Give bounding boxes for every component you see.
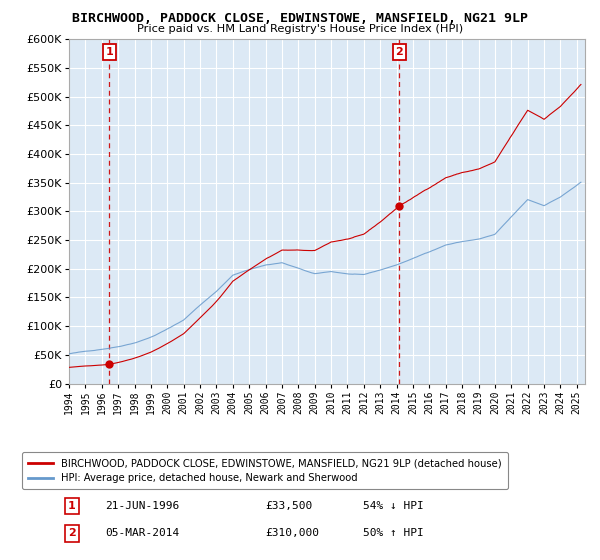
Text: 2: 2 <box>395 47 403 57</box>
Text: 50% ↑ HPI: 50% ↑ HPI <box>363 529 424 538</box>
Text: 1: 1 <box>68 501 76 511</box>
Text: 2: 2 <box>68 529 76 538</box>
Text: 05-MAR-2014: 05-MAR-2014 <box>105 529 179 538</box>
Legend: BIRCHWOOD, PADDOCK CLOSE, EDWINSTOWE, MANSFIELD, NG21 9LP (detached house), HPI:: BIRCHWOOD, PADDOCK CLOSE, EDWINSTOWE, MA… <box>22 452 508 489</box>
Text: £33,500: £33,500 <box>265 501 313 511</box>
Text: BIRCHWOOD, PADDOCK CLOSE, EDWINSTOWE, MANSFIELD, NG21 9LP: BIRCHWOOD, PADDOCK CLOSE, EDWINSTOWE, MA… <box>72 12 528 25</box>
Text: £310,000: £310,000 <box>265 529 319 538</box>
Text: Price paid vs. HM Land Registry's House Price Index (HPI): Price paid vs. HM Land Registry's House … <box>137 24 463 34</box>
Text: 1: 1 <box>106 47 113 57</box>
Text: 21-JUN-1996: 21-JUN-1996 <box>105 501 179 511</box>
Text: 54% ↓ HPI: 54% ↓ HPI <box>363 501 424 511</box>
